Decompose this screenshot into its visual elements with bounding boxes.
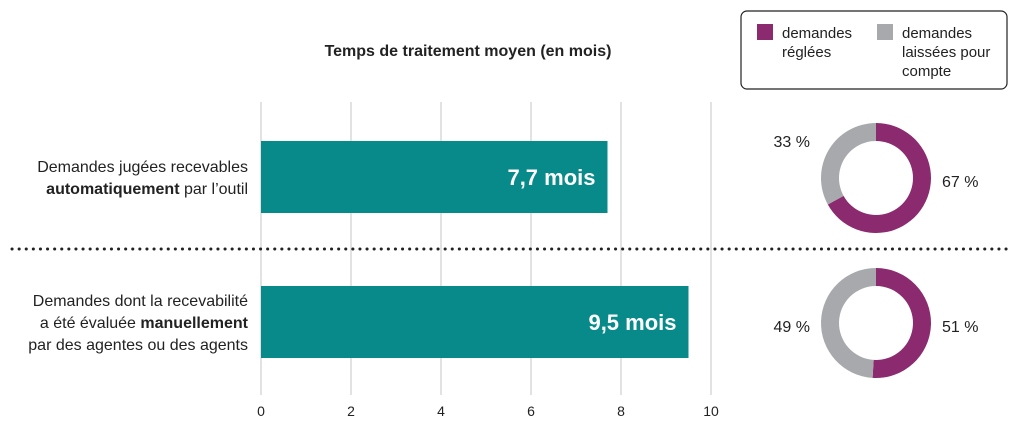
legend-box bbox=[740, 10, 1008, 90]
bar bbox=[261, 286, 689, 358]
category-label: Demandes dont la recevabilité bbox=[33, 293, 248, 310]
category-label: Demandes jugées recevables bbox=[37, 159, 248, 176]
legend-label: compte bbox=[902, 63, 951, 80]
bar bbox=[261, 141, 608, 213]
category-labels: Demandes jugées recevables automatiquemen… bbox=[28, 159, 248, 354]
legend-label: réglées bbox=[782, 44, 831, 61]
x-tick-label: 6 bbox=[527, 403, 535, 419]
category-label: automatiquement par l’outil bbox=[46, 181, 248, 198]
x-tick-label: 0 bbox=[257, 403, 265, 419]
donut-label: 33 % bbox=[774, 134, 810, 151]
donut-slice bbox=[820, 268, 876, 378]
donut-label: 51 % bbox=[942, 319, 978, 336]
donut-slice bbox=[827, 123, 931, 234]
legend-swatch bbox=[757, 24, 773, 40]
donut-label: 67 % bbox=[942, 174, 978, 191]
donuts: 67 % 33 % 51 % 49 % bbox=[774, 123, 978, 378]
x-tick-label: 2 bbox=[347, 403, 355, 419]
legend-label: laissées pour bbox=[902, 44, 990, 61]
bars: 7,7 mois 9,5 mois bbox=[261, 141, 689, 358]
bar-data-label: 9,5 mois bbox=[588, 310, 676, 335]
legend-swatch bbox=[877, 24, 893, 40]
category-label: a été évaluée manuellement bbox=[40, 315, 249, 332]
legend-label: demandes bbox=[902, 25, 972, 42]
bar-data-label: 7,7 mois bbox=[507, 165, 595, 190]
x-tick-label: 8 bbox=[617, 403, 625, 419]
category-label: par des agentes ou des agents bbox=[28, 337, 248, 354]
donut-label: 49 % bbox=[774, 319, 810, 336]
legend: demandes réglées demandes laissées pour comp… bbox=[740, 10, 1008, 90]
x-axis-ticks: 0 2 4 6 8 10 bbox=[257, 403, 719, 419]
chart-title: Temps de traitement moyen (en mois) bbox=[325, 43, 612, 60]
donut-slice bbox=[872, 268, 931, 378]
donut-slice bbox=[821, 123, 876, 205]
x-tick-label: 10 bbox=[703, 403, 719, 419]
x-tick-label: 4 bbox=[437, 403, 445, 419]
legend-label: demandes bbox=[782, 25, 852, 42]
